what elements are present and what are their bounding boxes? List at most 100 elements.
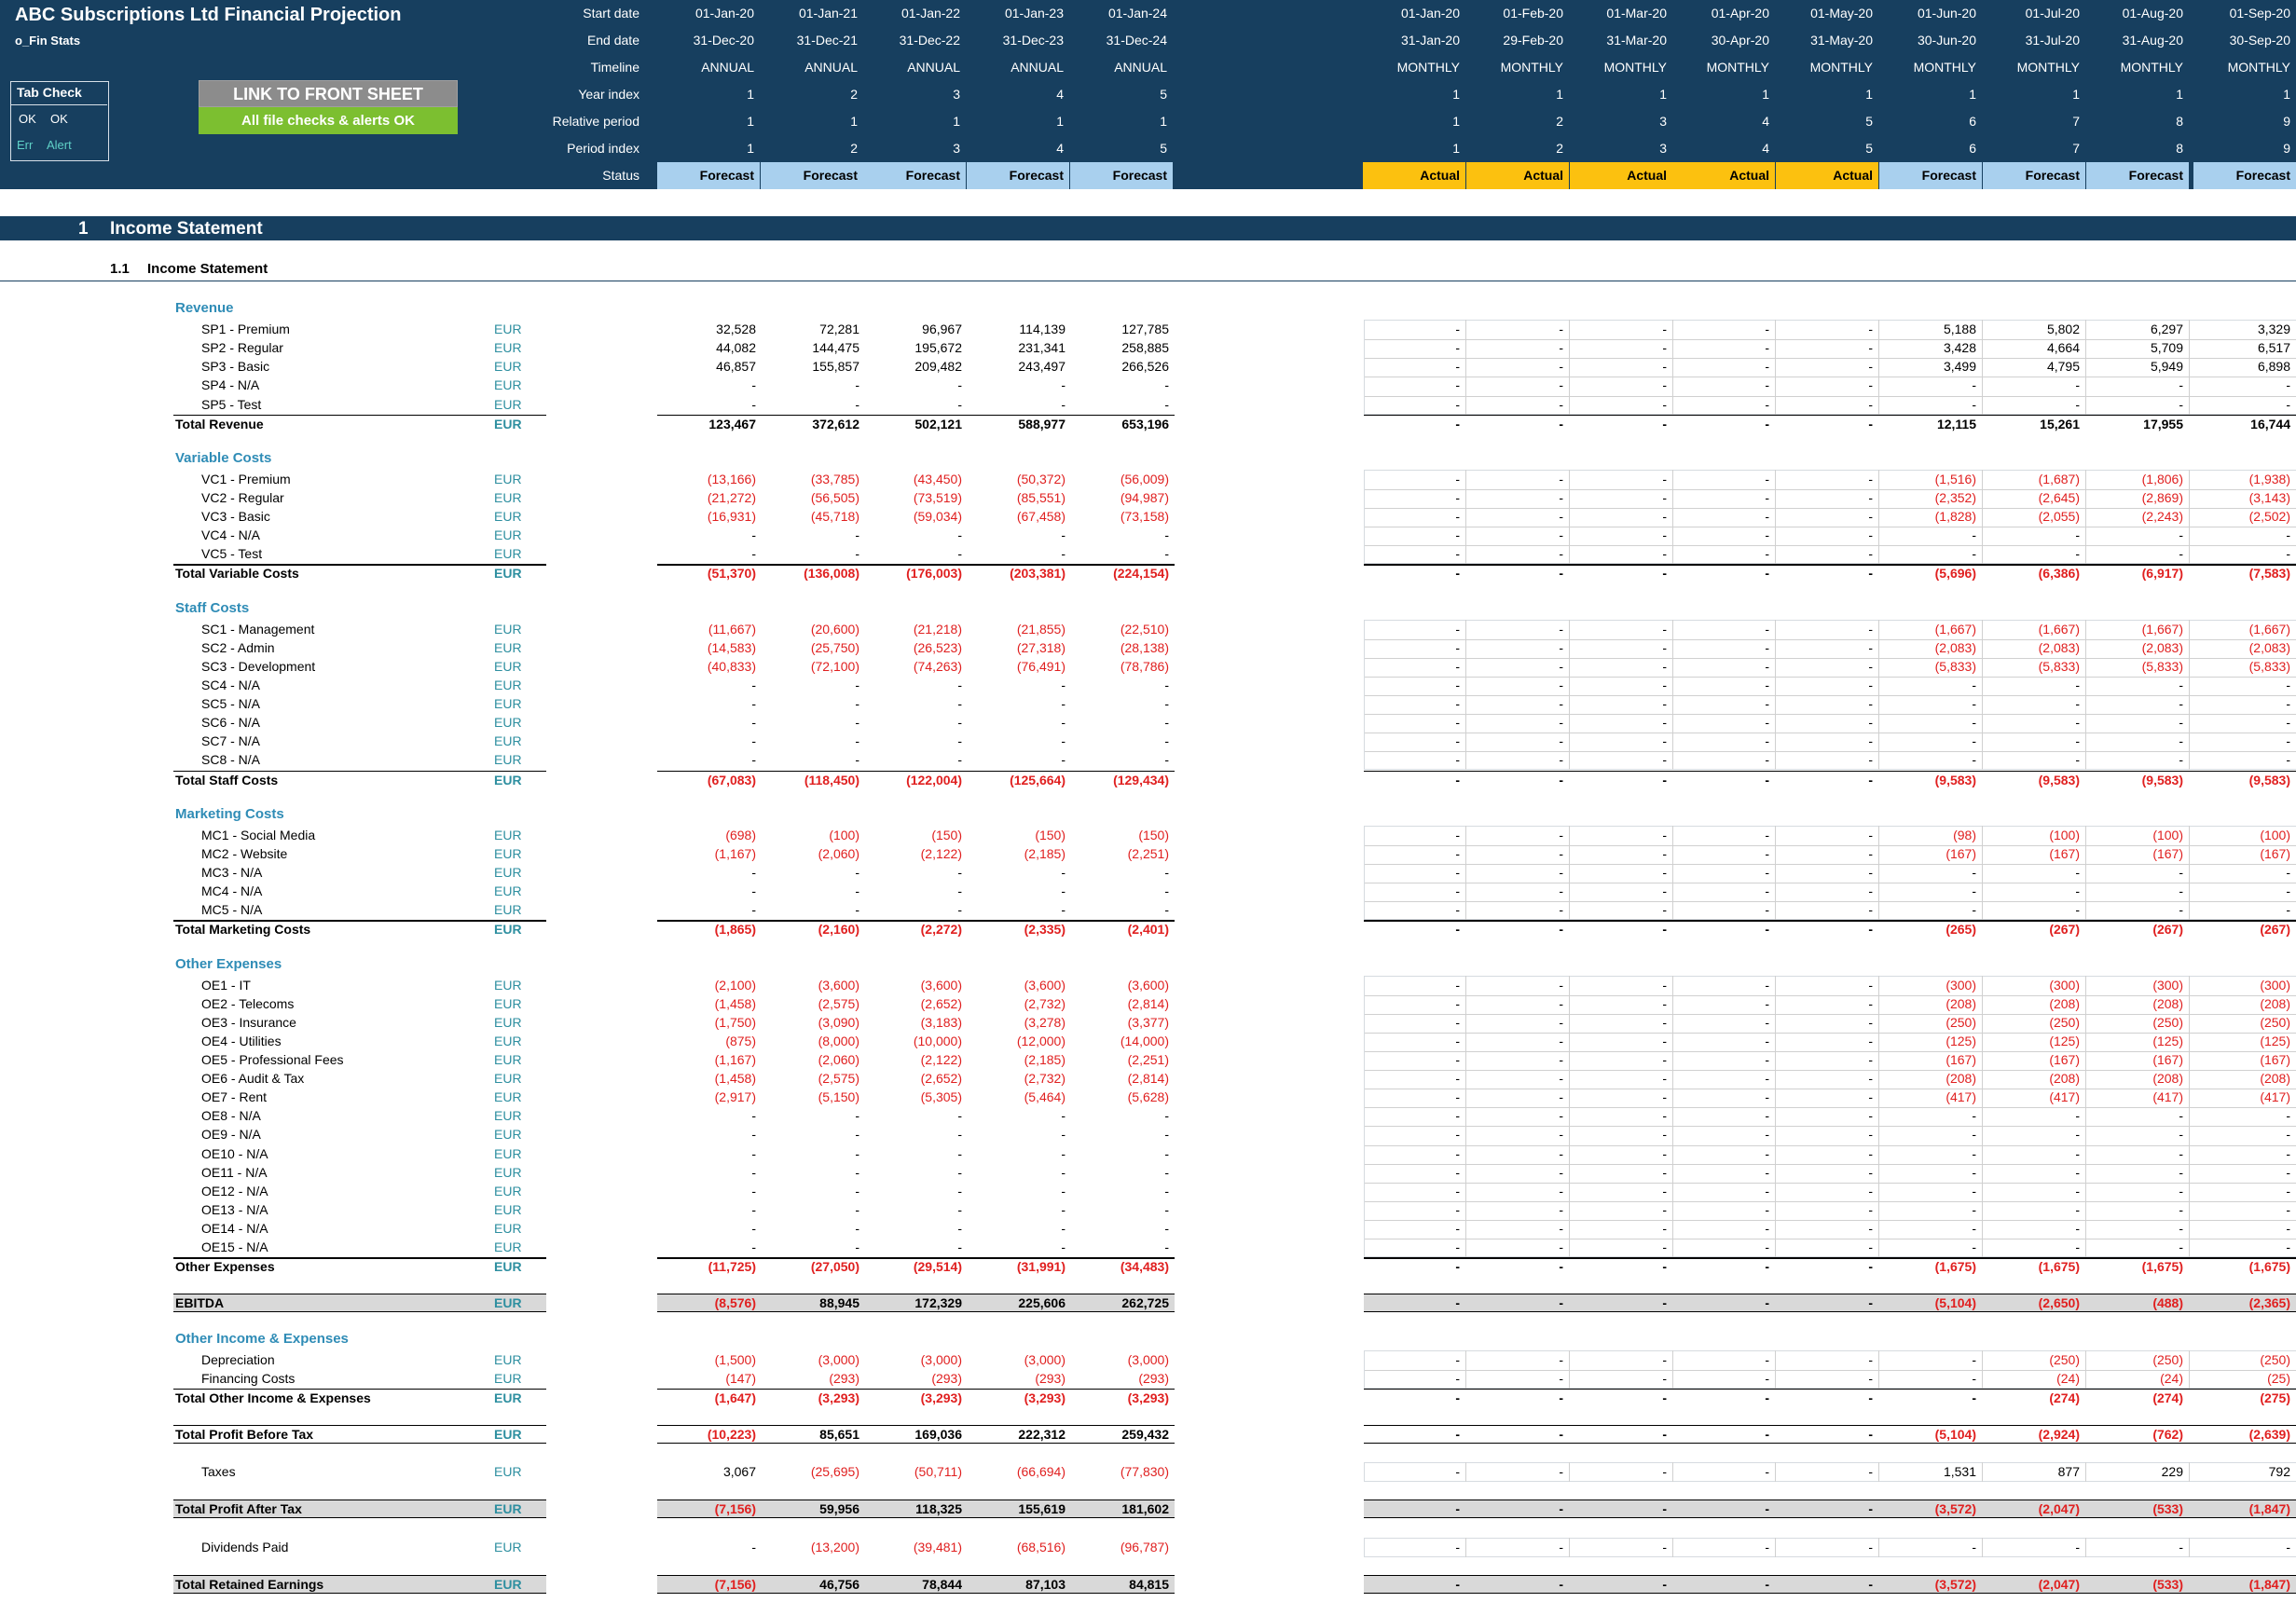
total-rule xyxy=(173,564,546,566)
grid-divider xyxy=(1878,469,1879,565)
annual-value: 46,756 xyxy=(819,1576,859,1592)
monthly-value: - xyxy=(2179,1220,2183,1236)
annual-value: - xyxy=(1164,1127,1169,1143)
monthly-value: - xyxy=(1765,1089,1769,1105)
monthly-value: 877 xyxy=(2057,1464,2080,1480)
section-bar: 1 Income Statement xyxy=(0,216,2296,240)
link-to-front-sheet-button[interactable]: LINK TO FRONT SHEET xyxy=(199,80,458,107)
monthly-value: - xyxy=(2179,1127,2183,1143)
unit-label: EUR xyxy=(494,566,522,582)
monthly-value: (1,687) xyxy=(2038,471,2080,486)
annual-value: - xyxy=(855,1220,859,1236)
annual-status-label: Forecast xyxy=(803,168,858,183)
monthly-value: - xyxy=(1972,1351,1976,1367)
monthly-value: (125) xyxy=(1945,1033,1976,1048)
annual-period: 4 xyxy=(1056,141,1064,156)
total-rule xyxy=(173,1388,546,1390)
annual-value: - xyxy=(957,678,962,692)
monthly-value: (5,104) xyxy=(1934,1295,1976,1311)
monthly-value: (1,667) xyxy=(1934,621,1976,637)
monthly-value: - xyxy=(1559,733,1563,749)
monthly-value: (267) xyxy=(2049,922,2080,938)
monthly-value: - xyxy=(1972,902,1976,918)
monthly-value: - xyxy=(2075,1220,2080,1236)
monthly-timeline: MONTHLY xyxy=(1809,60,1873,75)
annual-value: (136,008) xyxy=(804,566,859,582)
monthly-value: - xyxy=(1455,995,1460,1011)
monthly-value: - xyxy=(1662,1127,1667,1143)
annual-value: (2,652) xyxy=(920,995,962,1011)
unit-label: EUR xyxy=(494,658,522,674)
annual-value: - xyxy=(957,733,962,749)
annual-value: 258,885 xyxy=(1121,340,1169,356)
monthly-value: (7,583) xyxy=(2248,566,2290,582)
monthly-value: (2,365) xyxy=(2248,1295,2290,1311)
monthly-value: (488) xyxy=(2152,1295,2183,1311)
annual-value: (27,318) xyxy=(1016,639,1066,655)
monthly-value: (267) xyxy=(2260,922,2290,938)
monthly-value: - xyxy=(1455,566,1460,582)
annual-status-cell xyxy=(863,162,966,189)
monthly-value: - xyxy=(1559,1108,1563,1124)
monthly-period: 7 xyxy=(2072,141,2080,156)
monthly-value: - xyxy=(1868,678,1873,692)
unit-label: EUR xyxy=(494,322,522,337)
annual-value: (1,167) xyxy=(714,1052,756,1067)
grid-divider xyxy=(1775,320,1776,415)
annual-value: (21,272) xyxy=(707,490,756,505)
annual-value: (3,000) xyxy=(1127,1351,1169,1367)
monthly-value: - xyxy=(1868,1108,1873,1124)
monthly-value: - xyxy=(1765,1183,1769,1198)
monthly-value: - xyxy=(1662,1427,1667,1442)
monthly-value: - xyxy=(1662,1390,1667,1405)
monthly-value: - xyxy=(1455,377,1460,393)
annual-value: (13,166) xyxy=(707,471,756,486)
annual-value: (77,830) xyxy=(1120,1464,1169,1480)
grid-line xyxy=(1364,901,2296,903)
grid-divider xyxy=(1775,619,1776,771)
monthly-value: - xyxy=(1559,883,1563,899)
unit-label: EUR xyxy=(494,639,522,655)
annual-value: (22,510) xyxy=(1120,621,1169,637)
annual-value: (26,523) xyxy=(913,639,962,655)
annual-value: (11,667) xyxy=(708,621,756,637)
annual-value: 44,082 xyxy=(716,340,756,356)
annual-value: (59,034) xyxy=(913,509,962,525)
unit-label: EUR xyxy=(494,471,522,486)
annual-value: 222,312 xyxy=(1018,1427,1066,1442)
monthly-value: (417) xyxy=(2260,1089,2290,1105)
monthly-value: - xyxy=(2075,546,2080,562)
monthly-value: - xyxy=(1559,1576,1563,1592)
total-rule xyxy=(1364,564,2296,566)
monthly-period: 1 xyxy=(1452,141,1460,156)
monthly-value: (208) xyxy=(1945,1071,1976,1087)
monthly-value: - xyxy=(1559,1127,1563,1143)
grid-divider xyxy=(2189,469,2190,565)
annual-value: (2,575) xyxy=(818,1071,859,1087)
annual-value: 266,526 xyxy=(1121,359,1169,375)
annual-value: (7,156) xyxy=(714,1576,756,1592)
line-item-label: OE1 - IT xyxy=(201,977,251,993)
monthly-value: - xyxy=(1868,977,1873,993)
annual-value: 181,602 xyxy=(1121,1501,1169,1517)
grid-line xyxy=(1364,677,2296,678)
annual-timeline: ANNUAL xyxy=(1114,60,1167,75)
monthly-value: - xyxy=(1662,490,1667,505)
annual-value: (73,158) xyxy=(1120,509,1169,525)
monthly-value: - xyxy=(1559,490,1563,505)
annual-value: (3,377) xyxy=(1127,1014,1169,1030)
annual-value: (56,009) xyxy=(1120,471,1169,486)
monthly-value: - xyxy=(1559,396,1563,412)
monthly-value: - xyxy=(1868,1052,1873,1067)
annual-value: (12,000) xyxy=(1016,1033,1066,1048)
grid-divider xyxy=(1878,825,1879,921)
annual-value: - xyxy=(1061,527,1066,543)
annual-period: 2 xyxy=(850,141,858,156)
annual-value: 502,121 xyxy=(914,416,962,431)
monthly-value: - xyxy=(2179,1239,2183,1254)
annual-value: - xyxy=(1164,696,1169,712)
monthly-value: - xyxy=(1559,1220,1563,1236)
annual-value: - xyxy=(957,752,962,768)
monthly-value: - xyxy=(2075,715,2080,731)
monthly-value: - xyxy=(1765,902,1769,918)
